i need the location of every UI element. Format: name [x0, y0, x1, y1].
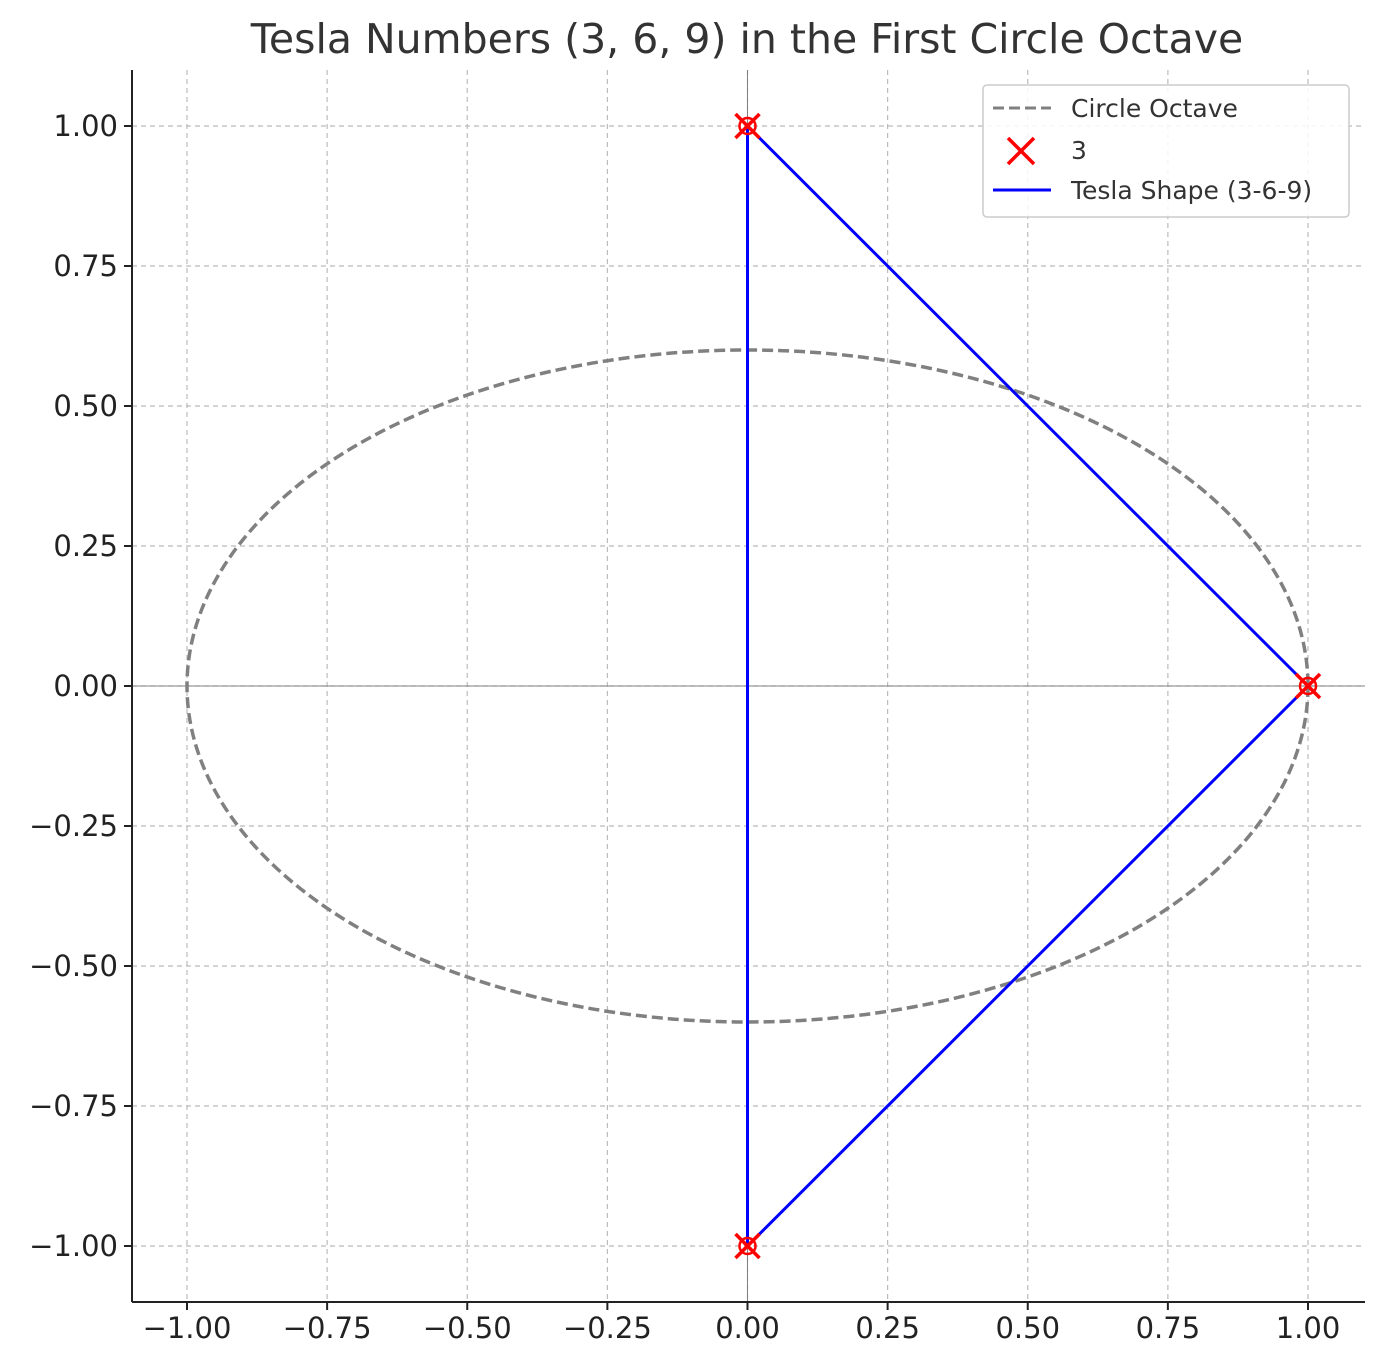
x-marker: [734, 112, 761, 140]
x-tick-label: −1.00: [143, 1311, 232, 1345]
x-marker: [1294, 672, 1322, 700]
x-tick-label: 1.00: [1276, 1311, 1341, 1345]
y-tick-label: 0.25: [53, 529, 118, 563]
series-layer: [185, 112, 1322, 1260]
legend-label-3: 3: [1071, 136, 1087, 165]
y-tick-label: 0.00: [53, 669, 118, 703]
circle-marker: [1298, 676, 1318, 696]
y-tick-label: −0.50: [29, 949, 118, 983]
legend-label-tesla-shape: Tesla Shape (3-6-9): [1070, 176, 1312, 205]
x-marker-stroke: [734, 112, 761, 140]
circle-marker: [738, 116, 757, 136]
y-tick-label: 0.50: [53, 389, 118, 423]
x-tick-label: 0.50: [995, 1311, 1060, 1345]
y-tick-label: 1.00: [53, 109, 118, 143]
y-tick-label: −0.75: [29, 1089, 118, 1123]
x-tick-label: 0.00: [715, 1311, 780, 1345]
x-marker-stroke: [734, 1232, 761, 1260]
y-tick-label: 0.75: [53, 249, 118, 283]
legend-swatch-3: [1006, 136, 1036, 166]
y-tick-label: −1.00: [29, 1229, 118, 1263]
tesla-shape-line: [746, 124, 1311, 1250]
x-tick-label: −0.25: [563, 1311, 652, 1345]
x-tick-label: −0.75: [283, 1311, 372, 1345]
x-tick-label: 0.75: [1136, 1311, 1201, 1345]
legend-label-circle-octave: Circle Octave: [1071, 94, 1238, 123]
legend: Circle Octave 3 Tesla Shape (3-6-9): [982, 84, 1350, 218]
x-tick-label: −0.50: [423, 1311, 512, 1345]
chart-title: Tesla Numbers (3, 6, 9) in the First Cir…: [250, 15, 1243, 63]
legend-frame: [982, 84, 1350, 218]
ticks: −1.00 −0.75 −0.50 −0.25 0.00 0.25 0.50 0.75 1.00…: [29, 109, 1340, 1345]
x-marker-stroke: [1294, 672, 1322, 700]
y-tick-label: −0.25: [29, 809, 118, 843]
x-marker: [734, 1232, 761, 1260]
x-tick-label: 0.25: [855, 1311, 920, 1345]
circle-marker: [738, 1236, 757, 1256]
